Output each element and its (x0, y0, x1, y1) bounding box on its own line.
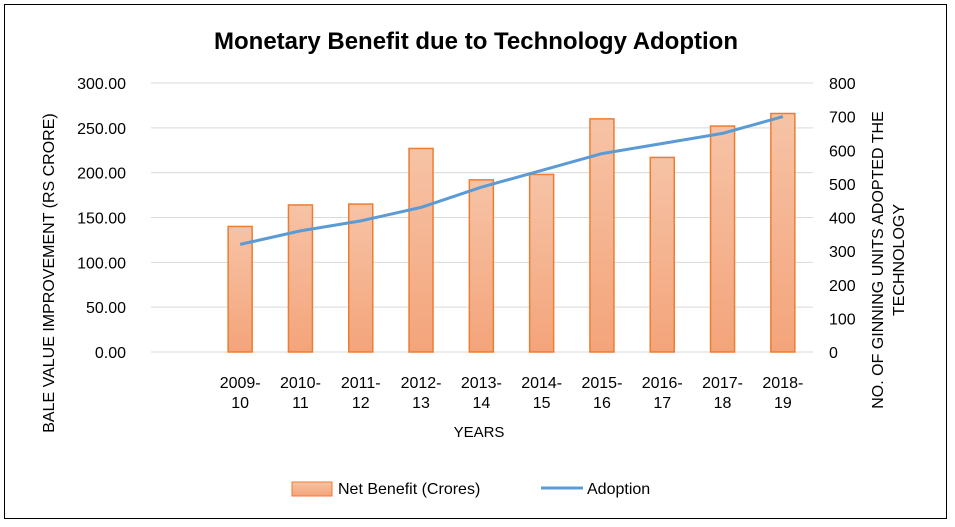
y2-axis-label-line2: TECHNOLOGY (891, 204, 908, 316)
y-tick-label: 50.00 (86, 300, 126, 317)
y2-axis-ticks: 0 100 200 300 400 500 600 700 800 (829, 76, 856, 362)
y-tick-label: 200.00 (77, 166, 126, 183)
chart-svg: Monetary Benefit due to Technology Adopt… (41, 28, 908, 498)
adoption-line (239, 115, 784, 246)
x-tick-label: 2017- (702, 375, 743, 392)
y2-tick-label: 600 (829, 143, 856, 160)
x-tick-label: 2015- (581, 375, 622, 392)
y2-tick-label: 800 (829, 76, 856, 93)
y-axis-label: BALE VALUE IMPROVEMENT (RS CRORE) (41, 113, 58, 432)
bar (770, 112, 796, 353)
legend-bar-swatch (291, 481, 333, 497)
bar (348, 203, 374, 353)
x-tick-label: 10 (231, 395, 249, 412)
y-axis-ticks: 0.00 50.00 100.00 150.00 200.00 250.00 300.00 (77, 76, 126, 362)
y-tick-label: 150.00 (77, 211, 126, 228)
legend-line-label: Adoption (587, 481, 650, 498)
line-series (239, 115, 784, 246)
chart-title: Monetary Benefit due to Technology Adopt… (214, 28, 738, 55)
y2-tick-label: 200 (829, 278, 856, 295)
y2-axis-label: NO. OF GINNING UNITS ADOPTED THE TECHNOL… (870, 111, 908, 409)
bar (408, 147, 434, 353)
x-tick-label: 2016- (642, 375, 683, 392)
x-tick-label: 2011- (341, 375, 381, 392)
bar (227, 225, 253, 353)
x-tick-label: 16 (593, 395, 611, 412)
x-tick-label: 14 (472, 395, 490, 412)
x-tick-label: 15 (533, 395, 551, 412)
x-tick-label: 2013- (461, 375, 502, 392)
bar (649, 156, 675, 353)
y2-tick-label: 100 (829, 311, 856, 328)
chart-frame: Monetary Benefit due to Technology Adopt… (4, 4, 947, 519)
x-axis-label: YEARS (454, 424, 505, 441)
bar-series (227, 112, 796, 353)
legend-bar-label: Net Benefit (Crores) (338, 481, 480, 498)
x-tick-label: 18 (714, 395, 732, 412)
x-tick-label: 2014- (521, 375, 562, 392)
x-tick-label: 2009- (220, 375, 261, 392)
y2-tick-label: 0 (829, 345, 838, 362)
x-axis-ticks: 2009- 10 2010- 11 2011- 12 2012- 13 2013- 14 2014-… (220, 375, 804, 412)
bar (468, 179, 495, 353)
x-tick-label: 2010- (280, 375, 321, 392)
bar (709, 125, 736, 353)
x-tick-label: 13 (412, 395, 430, 412)
y2-axis-label-line1: NO. OF GINNING UNITS ADOPTED THE (870, 111, 887, 409)
y2-tick-label: 300 (829, 244, 856, 261)
y-tick-label: 250.00 (77, 121, 126, 138)
x-tick-label: 12 (352, 395, 370, 412)
x-tick-label: 2012- (401, 375, 442, 392)
bar (528, 173, 555, 353)
x-tick-label: 19 (774, 395, 792, 412)
legend: Net Benefit (Crores) Adoption (291, 481, 650, 498)
y2-tick-label: 500 (829, 177, 856, 194)
x-tick-label: 2018- (762, 375, 803, 392)
bar (287, 204, 314, 353)
y-tick-label: 0.00 (95, 345, 126, 362)
bar (589, 118, 615, 353)
y2-tick-label: 700 (829, 110, 856, 127)
x-tick-label: 17 (653, 395, 671, 412)
y-tick-label: 100.00 (77, 255, 126, 272)
y-tick-label: 300.00 (77, 76, 126, 93)
y2-tick-label: 400 (829, 211, 856, 228)
x-tick-label: 11 (292, 395, 309, 412)
